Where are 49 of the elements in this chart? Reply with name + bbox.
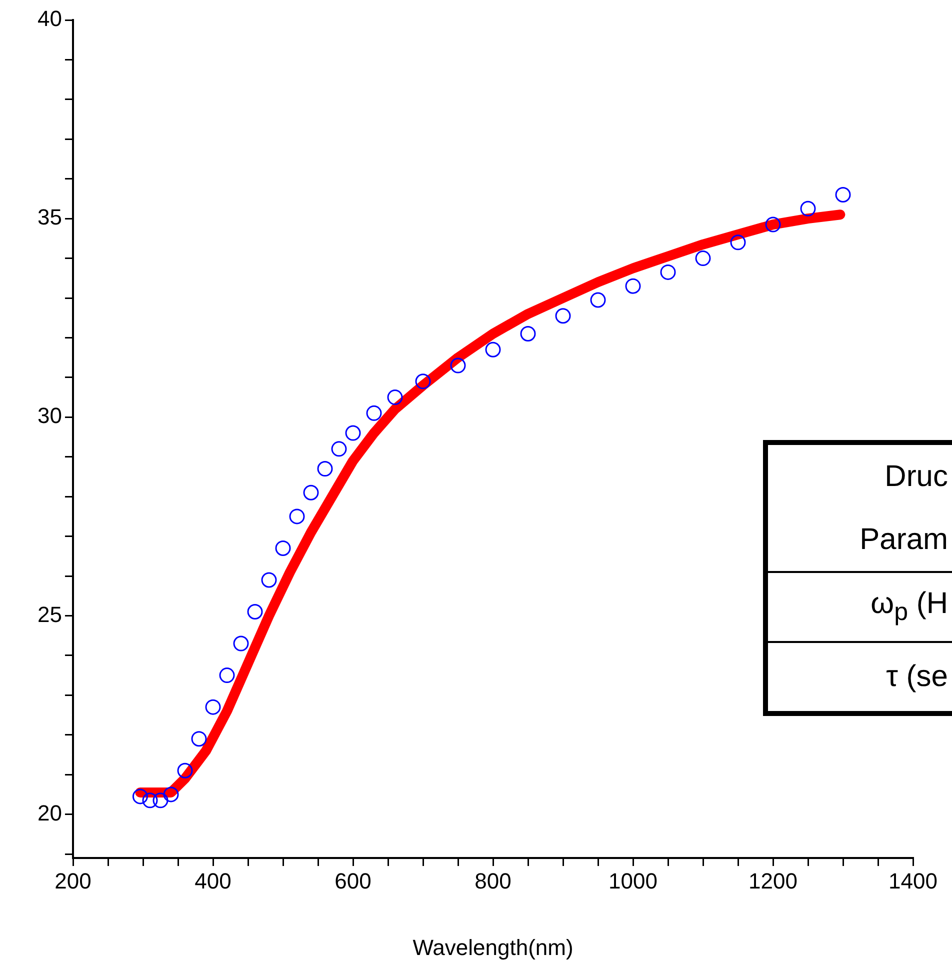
point xyxy=(247,604,263,620)
point xyxy=(233,636,249,652)
x-tick-label: 400 xyxy=(194,868,232,894)
point xyxy=(765,216,781,232)
point xyxy=(132,788,148,804)
point xyxy=(590,292,606,308)
x-tick-label: 1400 xyxy=(888,868,938,894)
point xyxy=(275,540,291,556)
point xyxy=(625,278,641,294)
point xyxy=(177,762,193,778)
point xyxy=(152,792,168,808)
point xyxy=(485,342,501,358)
point xyxy=(191,731,207,747)
point xyxy=(345,425,361,441)
y-tick-label: 30 xyxy=(38,403,62,428)
annotation: Param xyxy=(858,522,949,556)
point xyxy=(366,405,382,421)
point xyxy=(219,668,235,684)
point xyxy=(800,200,816,216)
annotation: Druc xyxy=(884,460,949,494)
x-axis-title: Wavelength(nm) xyxy=(412,934,574,960)
x-tick-label: 600 xyxy=(334,868,372,894)
annotation: τ (se xyxy=(886,660,949,694)
point xyxy=(660,264,676,280)
point xyxy=(835,187,851,202)
point xyxy=(142,792,158,808)
point xyxy=(415,374,431,390)
point xyxy=(555,308,571,324)
point xyxy=(163,786,179,802)
point xyxy=(317,461,333,477)
point xyxy=(331,441,347,457)
x-tick-label: 800 xyxy=(474,868,512,894)
x-tick-label: 200 xyxy=(54,868,92,894)
point xyxy=(695,250,711,266)
annotation: ω$_{p}$ (H xyxy=(870,587,949,627)
point xyxy=(261,572,277,588)
y-tick-label: 25 xyxy=(38,602,62,627)
point xyxy=(205,699,221,715)
y-tick-label: 35 xyxy=(38,204,62,230)
x-tick-label: 1200 xyxy=(748,868,798,894)
point xyxy=(387,390,403,406)
x-tick-label: 1000 xyxy=(608,868,658,894)
y-tick-label: 20 xyxy=(38,800,62,826)
point xyxy=(450,358,466,374)
point xyxy=(520,326,536,342)
point xyxy=(730,234,746,250)
y-tick-label: 40 xyxy=(38,6,62,32)
point xyxy=(303,484,319,500)
point xyxy=(289,508,305,524)
